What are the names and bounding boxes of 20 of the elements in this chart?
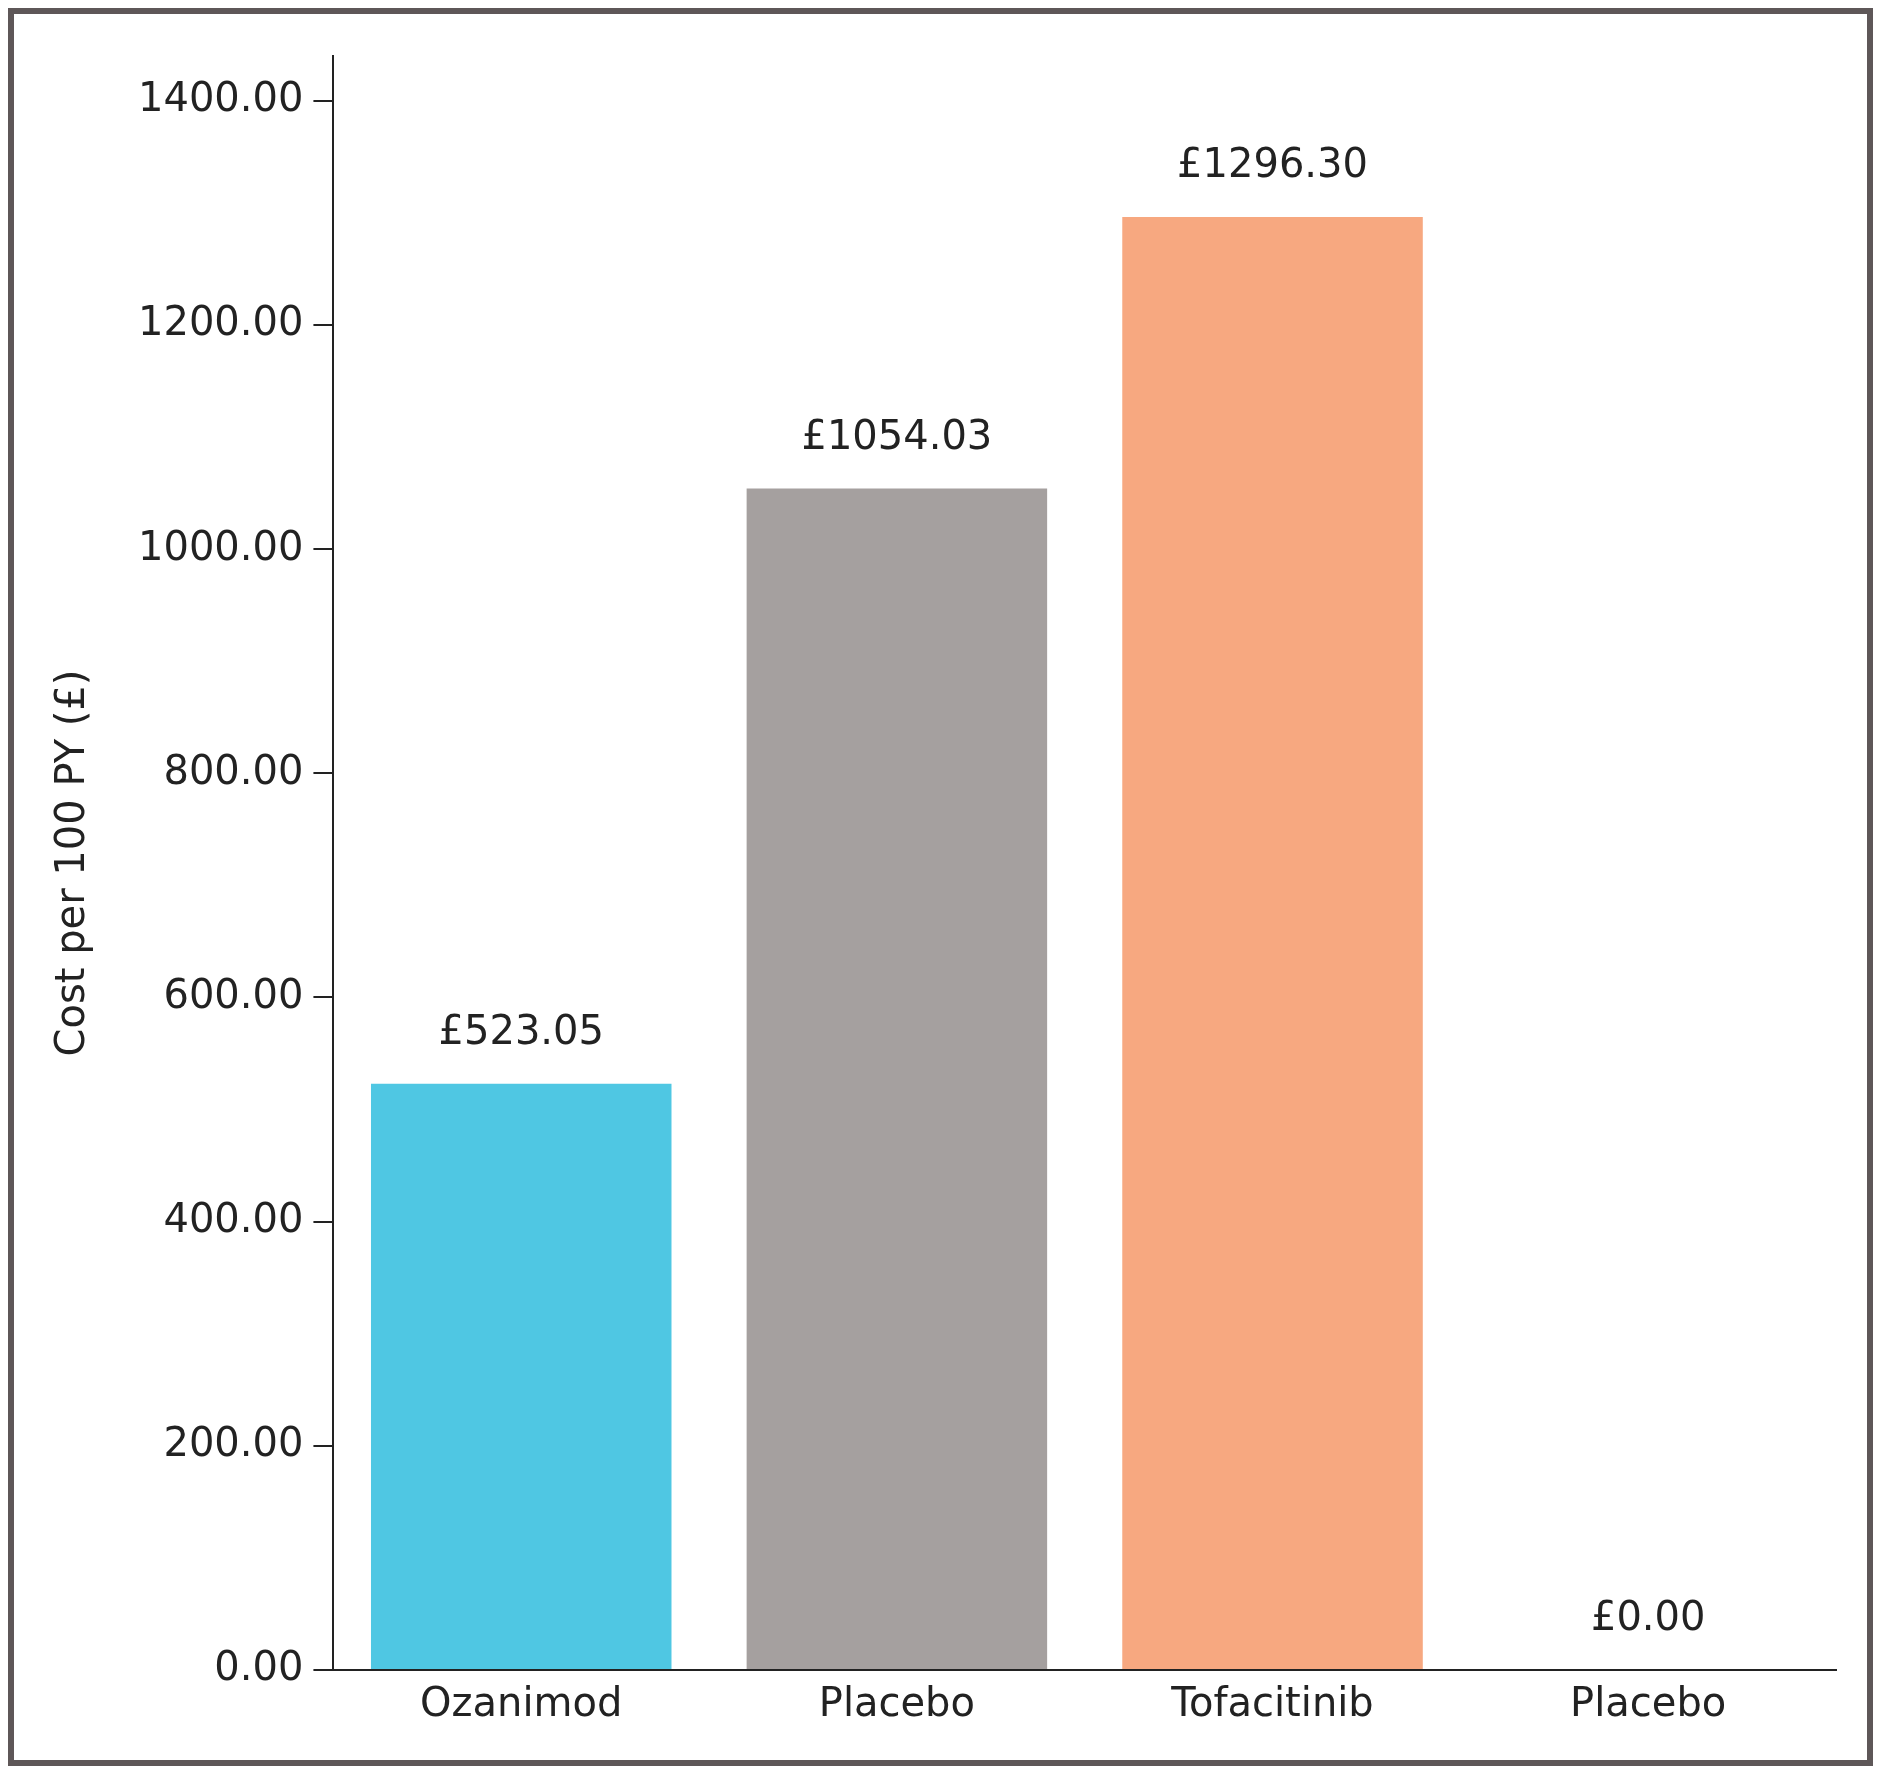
y-axis-title: Cost per 100 PY (£) bbox=[47, 669, 94, 1057]
x-tick-label: Tofacitinib bbox=[1170, 1679, 1374, 1726]
y-tick-label: 200.00 bbox=[163, 1419, 304, 1466]
y-tick-label: 600.00 bbox=[163, 970, 304, 1017]
x-tick-label: Placebo bbox=[1570, 1679, 1727, 1726]
data-label: £1054.03 bbox=[801, 412, 993, 458]
y-tick-label: 400.00 bbox=[163, 1195, 304, 1242]
y-tick-label: 1200.00 bbox=[137, 298, 304, 345]
y-tick-label: 1000.00 bbox=[137, 522, 304, 569]
y-tick-label: 0.00 bbox=[214, 1643, 304, 1690]
x-tick-label: Ozanimod bbox=[420, 1679, 623, 1726]
y-tick-label: 1400.00 bbox=[137, 74, 304, 121]
bar bbox=[746, 488, 1048, 1669]
x-tick-label: Placebo bbox=[818, 1679, 975, 1726]
bar bbox=[1122, 217, 1423, 1669]
data-label: £1296.30 bbox=[1177, 140, 1368, 187]
data-label: £523.05 bbox=[438, 1007, 604, 1054]
bar bbox=[370, 1083, 672, 1669]
data-label: £0.00 bbox=[1590, 1593, 1706, 1640]
y-tick-label: 800.00 bbox=[163, 746, 304, 793]
